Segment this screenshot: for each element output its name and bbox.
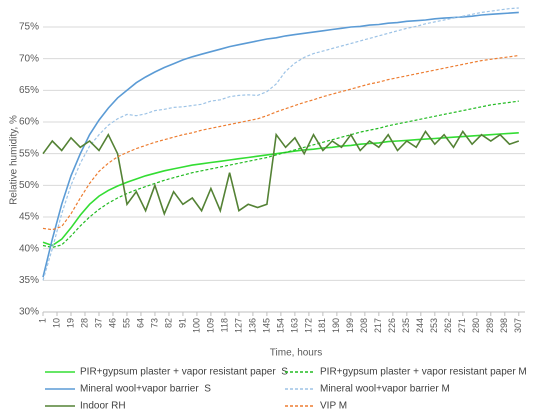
legend: PIR+gypsum plaster + vapor resistant pap…	[45, 367, 527, 412]
x-tick-label: 145	[261, 318, 271, 333]
x-tick-label: 262	[443, 318, 453, 333]
x-tick-label: 271	[457, 318, 467, 333]
x-tick-label: 172	[303, 318, 313, 333]
series-line	[42, 132, 519, 247]
x-tick-label: 208	[359, 318, 369, 333]
x-tick-label: 118	[219, 318, 229, 332]
x-tick-label: 82	[163, 318, 173, 328]
x-tick-label: 37	[93, 318, 103, 328]
series-line	[42, 130, 520, 217]
x-tick-label: 46	[107, 318, 117, 328]
y-tick-label: 45%	[19, 212, 39, 223]
x-tick-label: 217	[373, 318, 383, 333]
x-tick-label: 280	[471, 318, 481, 333]
x-tick-label: 1	[37, 318, 47, 323]
y-tick-label: 30%	[19, 307, 39, 318]
x-tick-label: 289	[485, 318, 495, 333]
y-tick-label: 40%	[19, 243, 39, 254]
x-tick-label: 91	[177, 318, 187, 328]
y-tick-label: 70%	[19, 53, 39, 64]
y-tick-label: 50%	[19, 180, 39, 191]
x-tick-label: 253	[429, 318, 439, 333]
legend-label: PIR+gypsum plaster + vapor resistant pap…	[320, 367, 527, 378]
x-tick-label: 154	[275, 318, 285, 333]
x-tick-label: 136	[247, 318, 257, 333]
x-tick-label: 55	[121, 318, 131, 328]
x-tick-label: 10	[51, 318, 61, 328]
y-axis-label: Relative humidity, %	[9, 115, 20, 205]
series-line	[42, 100, 519, 249]
series-line	[42, 54, 519, 231]
x-tick-label: 64	[135, 318, 145, 328]
x-tick-label: 100	[191, 318, 201, 333]
legend-label: Indoor RH	[80, 401, 126, 412]
x-tick-label: 73	[149, 318, 159, 328]
series-line	[42, 7, 519, 281]
y-tick-label: 35%	[19, 275, 39, 286]
series-line	[42, 11, 519, 278]
legend-label: VIP M	[320, 401, 347, 412]
x-tick-label: 181	[317, 318, 327, 333]
x-tick-label: 28	[79, 318, 89, 328]
y-tick-label: 65%	[19, 85, 39, 96]
y-tick-label: 75%	[19, 22, 39, 33]
y-tick-label: 55%	[19, 148, 39, 159]
x-tick-label: 190	[331, 318, 341, 333]
x-tick-label: 127	[233, 318, 243, 333]
x-tick-label: 19	[65, 318, 75, 328]
legend-label: PIR+gypsum plaster + vapor resistant pap…	[80, 367, 288, 378]
x-tick-label: 244	[415, 318, 425, 333]
x-tick-label: 109	[205, 318, 215, 333]
x-tick-label: 307	[513, 318, 523, 333]
y-tick-label: 60%	[19, 117, 39, 128]
x-tick-label: 226	[387, 318, 397, 333]
x-tick-label: 235	[401, 318, 411, 333]
x-tick-label: 298	[499, 318, 509, 333]
x-tick-label: 199	[345, 318, 355, 333]
legend-label: Mineral wool+vapor barrier S	[80, 384, 211, 395]
legend-label: Mineral wool+vapor barrier M	[320, 384, 450, 395]
x-tick-label: 163	[289, 318, 299, 333]
x-axis-label: Time, hours	[270, 348, 322, 359]
